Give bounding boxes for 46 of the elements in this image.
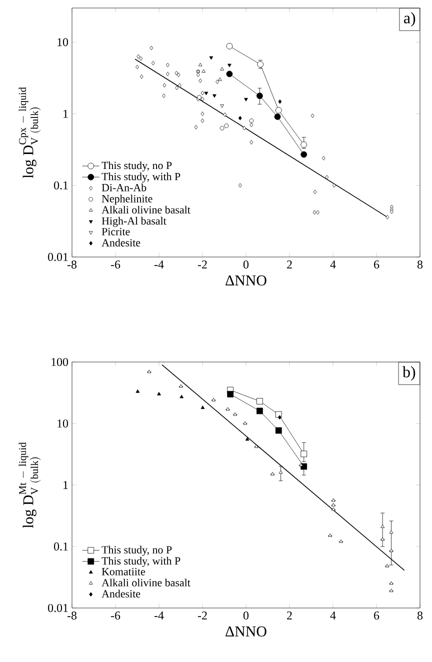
- x-tick-label: -6: [110, 612, 120, 620]
- legend-label: Di-An-Ab: [102, 184, 146, 192]
- annotation: a): [404, 12, 416, 27]
- x-tick-label: 8: [417, 260, 423, 269]
- y-tick-label: 10: [58, 419, 68, 428]
- legend-label: High-Al basalt: [102, 216, 166, 227]
- legend-label: Picrite: [102, 228, 130, 236]
- legend-label: This study, with P: [102, 556, 180, 567]
- x-tick-label: -2: [198, 612, 207, 620]
- x-tick-label: 8: [417, 612, 423, 620]
- y-axis-title: $\mathrm{log\ D}^{\mathrm{Mt\ -\ liquid}}_{\mathrm{V\ (bulk)}}$: [18, 442, 41, 528]
- y-axis-title: $\mathrm{log\ D}^{\mathrm{Cpx\ -\ liquid}}_{\mathrm{V\ (bulk)}}$: [18, 87, 41, 178]
- x-tick-label: -4: [154, 612, 164, 620]
- legend-label: This study, with P: [102, 172, 180, 182]
- y-tick-label: 0.01: [48, 604, 68, 612]
- legend-label: This study, no P: [102, 161, 172, 172]
- y-tick-label: 10: [58, 38, 68, 46]
- y-tick-label: 0.1: [54, 542, 68, 551]
- x-tick-label: 2: [287, 612, 292, 620]
- x-axis-title: ΔNNO: [226, 626, 266, 636]
- legend-label: This study, no P: [102, 546, 172, 556]
- legend-label: Andesite: [102, 590, 140, 598]
- x-tick-label: -4: [154, 260, 164, 268]
- x-tick-label: -8: [67, 260, 77, 269]
- x-tick-label: 6: [374, 260, 380, 269]
- x-tick-label: 2: [287, 260, 292, 268]
- x-tick-label: 4: [330, 612, 336, 620]
- x-tick-label: 4: [330, 260, 336, 268]
- legend-label: Nephelinite: [102, 194, 152, 205]
- legend-label: Alkali olivine basalt: [102, 578, 190, 586]
- legend-label: Komatiite: [102, 568, 146, 576]
- y-tick-label: 0.01: [48, 252, 68, 262]
- y-tick-label: 0.1: [54, 181, 68, 190]
- y-tick-label: 100: [52, 358, 68, 366]
- x-tick-label: 6: [374, 612, 380, 620]
- x-tick-label: 0: [243, 260, 249, 269]
- annotation: b): [402, 366, 416, 381]
- y-tick-label: 1: [64, 110, 68, 118]
- x-tick-label: 0: [243, 612, 249, 620]
- x-tick-label: -6: [110, 260, 120, 269]
- x-tick-label: -8: [67, 612, 77, 620]
- y-tick-label: 1: [64, 481, 68, 489]
- x-axis-title: ΔNNO: [226, 275, 266, 286]
- legend-label: Andesite: [102, 238, 140, 246]
- legend-label: Alkali olivine basalt: [102, 206, 190, 214]
- x-tick-label: -2: [198, 260, 207, 268]
